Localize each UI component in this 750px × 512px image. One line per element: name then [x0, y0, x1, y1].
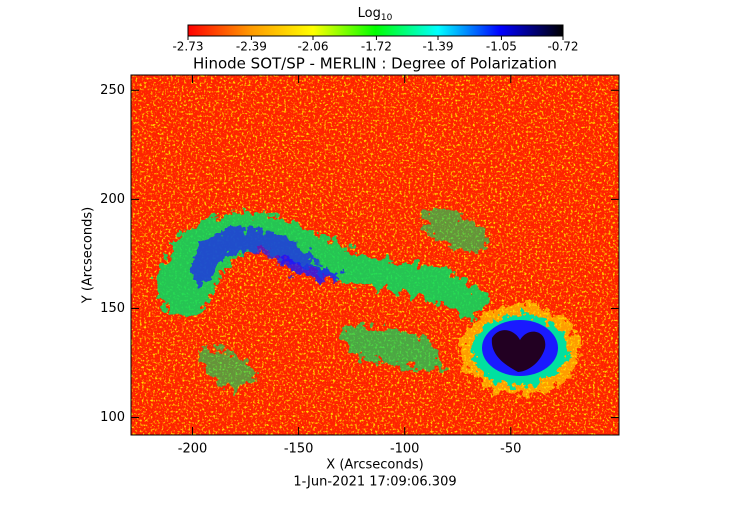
- y-tick-label: 100: [100, 410, 125, 425]
- colorbar-tick-label: -1.05: [486, 40, 517, 54]
- sunspot: [460, 305, 580, 395]
- colorbar-tick-label: -1.72: [361, 40, 392, 54]
- x-tick-label: -200: [178, 442, 208, 457]
- colorbar-label: Log10: [358, 6, 393, 23]
- colorbar-tick-label: -2.06: [297, 40, 328, 54]
- y-tick-label: 200: [100, 192, 125, 207]
- x-axis-label: X (Arcseconds): [326, 458, 423, 473]
- colorbar-label-sub: 10: [381, 13, 393, 23]
- y-axis-label: Y (Arcseconds): [81, 207, 96, 304]
- y-tick-label: 250: [100, 83, 125, 98]
- colorbar-tick-label: -1.39: [422, 40, 453, 54]
- x-tick-label: -100: [390, 442, 420, 457]
- x-tick-label: -50: [500, 442, 521, 457]
- colorbar-tick-label: -2.39: [236, 40, 267, 54]
- colorbar-tick-label: -2.73: [172, 40, 203, 54]
- chart-title: Hinode SOT/SP - MERLIN : Degree of Polar…: [193, 55, 557, 73]
- timestamp: 1-Jun-2021 17:09:06.309: [293, 475, 456, 490]
- x-tick-label: -150: [284, 442, 314, 457]
- plot-frame: [130, 74, 620, 436]
- y-tick-label: 150: [100, 301, 125, 316]
- colorbar: [187, 24, 564, 37]
- axes: -200 -150 -100 -50 100 150 200 250: [100, 75, 619, 457]
- polarization-map: [131, 75, 619, 435]
- colorbar-label-text: Log: [358, 6, 381, 21]
- colorbar-tick-label: -0.72: [547, 40, 578, 54]
